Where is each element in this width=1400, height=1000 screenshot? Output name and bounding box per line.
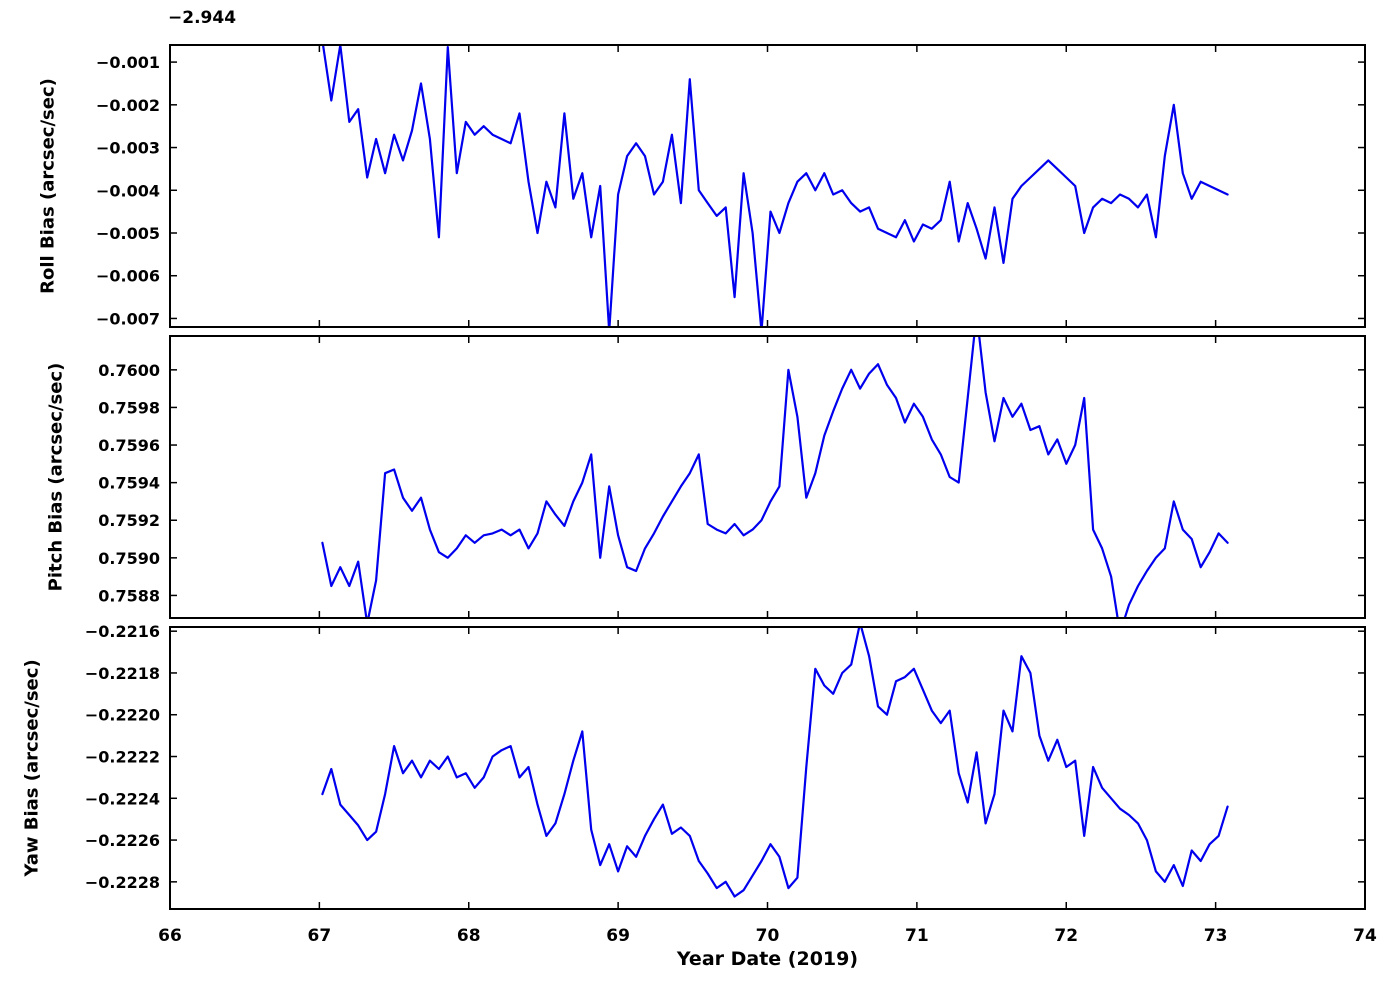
x-tick-label: 69: [606, 926, 630, 946]
x-tick-label: 73: [1204, 926, 1228, 946]
subplot-yaw: −0.2228 −0.2226 −0.2224 −0.2222 −0.2220 −0.22…: [85, 622, 1366, 910]
yaw-y-tick-label: −0.2216: [85, 622, 160, 641]
x-tick-label: 68: [457, 926, 481, 946]
yaw-y-tick-label: −0.2224: [85, 789, 160, 808]
yaw-y-tick-label: −0.2218: [85, 664, 160, 683]
pitch-y-tick-label: 0.7590: [98, 549, 160, 568]
pitch-y-axis-label: Pitch Bias (arcsec/sec): [45, 362, 67, 592]
roll-y-axis-label: Roll Bias (arcsec/sec): [37, 78, 59, 294]
pitch-y-tick-label: 0.7596: [98, 436, 160, 455]
roll-y-tick-label: −0.004: [96, 181, 160, 200]
roll-y-tick-label: −0.007: [96, 309, 160, 328]
pitch-axes-frame: [169, 335, 1366, 619]
roll-y-tick-label: −0.005: [96, 224, 160, 243]
x-tick-label: 67: [308, 926, 332, 946]
roll-axes-frame: [169, 44, 1366, 328]
yaw-y-tick-label: −0.2222: [85, 748, 160, 767]
subplot-roll: −0.007 −0.006 −0.005 −0.004 −0.003 −0.002 −0.0…: [96, 44, 1366, 328]
x-tick-label: 66: [158, 926, 182, 946]
x-tick-label: 72: [1054, 926, 1078, 946]
roll-y-tick-label: −0.002: [96, 96, 160, 115]
y-axis-offset-label: −2.944: [168, 8, 237, 28]
pitch-y-tick-label: 0.7598: [98, 398, 160, 417]
pitch-y-tick-label: 0.7600: [98, 361, 160, 380]
roll-y-tick-label: −0.003: [96, 139, 160, 158]
yaw-y-tick-label: −0.2226: [85, 831, 160, 850]
x-axis-label: Year Date (2019): [676, 948, 859, 970]
roll-y-tick-label: −0.001: [96, 53, 160, 72]
roll-y-tick-label: −0.006: [96, 267, 160, 286]
subplot-pitch: 0.7588 0.7590 0.7592 0.7594 0.7596 0.7598 0.76…: [98, 335, 1366, 619]
x-tick-label: 71: [905, 926, 929, 946]
yaw-y-tick-label: −0.2228: [85, 873, 160, 892]
pitch-bias-line: [321, 336, 1229, 618]
yaw-y-tick-label: −0.2220: [85, 706, 160, 725]
pitch-y-tick-label: 0.7594: [98, 474, 160, 493]
yaw-y-axis-label: Yaw Bias (arcsec/sec): [21, 659, 43, 877]
roll-bias-line: [321, 45, 1229, 327]
yaw-axes-frame: [169, 626, 1366, 910]
pitch-y-tick-label: 0.7588: [98, 586, 160, 605]
yaw-bias-line: [321, 627, 1229, 898]
x-tick-label: 74: [1353, 926, 1377, 946]
pitch-y-tick-label: 0.7592: [98, 511, 160, 530]
x-tick-label: 70: [756, 926, 780, 946]
